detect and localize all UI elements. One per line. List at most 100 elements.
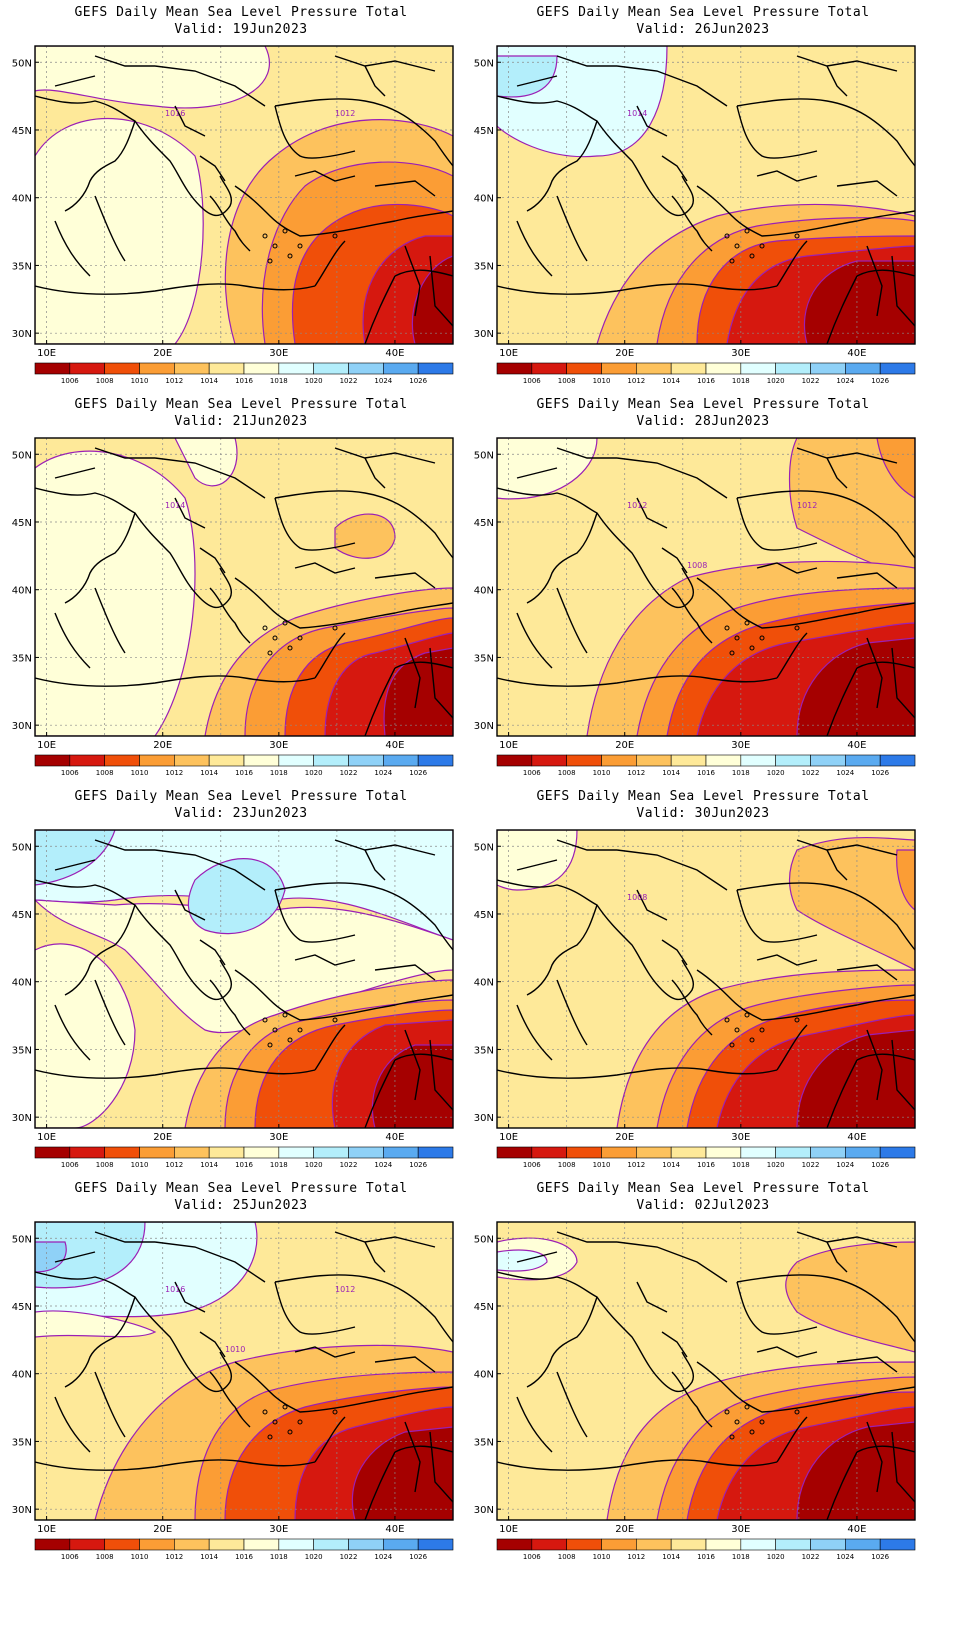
longitude-label: 30E bbox=[269, 1132, 288, 1143]
colorbar-tick-label: 1018 bbox=[732, 1553, 750, 1561]
isobar-band bbox=[35, 943, 136, 1128]
colorbar-swatch bbox=[810, 1538, 846, 1551]
coastlines bbox=[35, 839, 453, 1128]
colorbar-swatch bbox=[383, 1146, 419, 1159]
colorbar-tick-label: 1022 bbox=[802, 769, 820, 777]
colorbar-swatch bbox=[69, 362, 105, 375]
latitude-label: 35N bbox=[12, 1437, 32, 1448]
colorbar-swatch bbox=[670, 754, 707, 767]
colorbar-tick-label: 1012 bbox=[165, 1161, 183, 1169]
colorbar-tick-label: 1006 bbox=[523, 377, 541, 385]
island bbox=[267, 1434, 273, 1440]
colorbar-tick-label: 1016 bbox=[697, 1553, 715, 1561]
colorbar-tick-label: 1024 bbox=[836, 1161, 854, 1169]
island bbox=[734, 1419, 740, 1425]
isobar-band bbox=[174, 438, 238, 487]
colorbar: 1006 1008 1010 1012 1014 1016 1018 1020 1022 1024… bbox=[34, 1538, 454, 1561]
colorbar-swatch bbox=[174, 1146, 210, 1159]
island bbox=[734, 243, 740, 249]
colorbar-swatch bbox=[845, 1146, 881, 1159]
island bbox=[332, 625, 338, 631]
longitude-label: 10E bbox=[499, 1524, 518, 1535]
island bbox=[287, 645, 293, 651]
isobar-label: 1012 bbox=[335, 109, 355, 118]
pressure-map: 1012 1012 1008 50N 45N 40N 35N 30N 10E 20E 30E 40E 1… bbox=[474, 437, 916, 777]
colorbar-tick-label: 1022 bbox=[340, 769, 358, 777]
panel-valid-date: Valid: 28Jun2023 bbox=[636, 414, 770, 429]
colorbar-tick-label: 1024 bbox=[374, 1161, 392, 1169]
island bbox=[282, 228, 288, 234]
latitude-label: 30N bbox=[474, 1113, 494, 1124]
colorbar: 1006 1008 1010 1012 1014 1016 1018 1020 1022 1024… bbox=[496, 754, 916, 777]
latitude-label: 45N bbox=[12, 518, 32, 529]
colorbar-tick-label: 1014 bbox=[662, 1161, 680, 1169]
colorbar-swatch bbox=[740, 362, 776, 375]
colorbar-swatch bbox=[531, 754, 567, 767]
island bbox=[729, 650, 735, 656]
colorbar-swatch bbox=[601, 754, 637, 767]
colorbar-tick-label: 1016 bbox=[697, 769, 715, 777]
isobar-band bbox=[497, 830, 578, 891]
island bbox=[749, 253, 755, 259]
latitude-label: 35N bbox=[474, 261, 494, 272]
colorbar-tick-label: 1026 bbox=[409, 1553, 427, 1561]
colorbar-tick-label: 1016 bbox=[235, 1553, 253, 1561]
latitude-label: 30N bbox=[12, 329, 32, 340]
longitude-label: 40E bbox=[847, 1132, 866, 1143]
isobar-band bbox=[187, 858, 286, 935]
colorbar-tick-label: 1018 bbox=[732, 769, 750, 777]
island bbox=[267, 258, 273, 264]
colorbar-tick-label: 1006 bbox=[61, 1553, 79, 1561]
latitude-label: 45N bbox=[12, 1302, 32, 1313]
colorbar-tick-label: 1014 bbox=[200, 769, 218, 777]
pressure-field bbox=[497, 438, 915, 736]
colorbar-tick-label: 1026 bbox=[409, 1161, 427, 1169]
colorbar-swatch bbox=[670, 1538, 707, 1551]
colorbar-swatch bbox=[601, 1146, 637, 1159]
plot-frame bbox=[496, 437, 916, 737]
panel-valid-date: Valid: 26Jun2023 bbox=[636, 22, 770, 37]
colorbar-swatch bbox=[208, 1146, 245, 1159]
colorbar-swatch bbox=[104, 754, 140, 767]
island bbox=[287, 1429, 293, 1435]
island bbox=[724, 1017, 730, 1023]
island bbox=[759, 1027, 765, 1033]
colorbar-swatch bbox=[313, 754, 349, 767]
colorbar-swatch bbox=[139, 362, 175, 375]
panel-valid-date: Valid: 19Jun2023 bbox=[174, 22, 308, 37]
longitude-label: 10E bbox=[499, 1132, 518, 1143]
island bbox=[332, 1409, 338, 1415]
longitude-label: 40E bbox=[847, 348, 866, 359]
plot-frame bbox=[34, 45, 454, 345]
colorbar-tick-label: 1010 bbox=[593, 769, 611, 777]
colorbar-tick-label: 1018 bbox=[270, 1553, 288, 1561]
coastlines bbox=[497, 839, 915, 1128]
coastlines bbox=[497, 55, 915, 344]
latitude-label: 30N bbox=[12, 1505, 32, 1516]
pressure-field bbox=[497, 46, 915, 344]
panel-valid-date: Valid: 23Jun2023 bbox=[174, 806, 308, 821]
pressure-field bbox=[497, 1222, 915, 1520]
island bbox=[794, 625, 800, 631]
isobar-label: 1012 bbox=[797, 501, 817, 510]
island bbox=[744, 1404, 750, 1410]
colorbar-tick-label: 1006 bbox=[523, 1161, 541, 1169]
colorbar-swatch bbox=[383, 1538, 419, 1551]
panel-valid-date: Valid: 21Jun2023 bbox=[174, 414, 308, 429]
colorbar-tick-label: 1016 bbox=[235, 377, 253, 385]
colorbar-tick-label: 1020 bbox=[305, 1553, 323, 1561]
colorbar-tick-label: 1012 bbox=[627, 1161, 645, 1169]
longitude-label: 10E bbox=[37, 740, 56, 751]
island bbox=[744, 1012, 750, 1018]
colorbar-tick-label: 1014 bbox=[662, 769, 680, 777]
colorbar-swatch bbox=[531, 362, 567, 375]
longitude-label: 20E bbox=[615, 1132, 634, 1143]
panel-title: GEFS Daily Mean Sea Level Pressure Total bbox=[536, 5, 870, 20]
colorbar-tick-label: 1020 bbox=[305, 1161, 323, 1169]
island bbox=[734, 635, 740, 641]
longitude-label: 30E bbox=[731, 1132, 750, 1143]
colorbar-tick-label: 1022 bbox=[340, 1553, 358, 1561]
colorbar-swatch bbox=[636, 754, 672, 767]
colorbar: 1006 1008 1010 1012 1014 1016 1018 1020 1022 1024… bbox=[34, 362, 454, 385]
